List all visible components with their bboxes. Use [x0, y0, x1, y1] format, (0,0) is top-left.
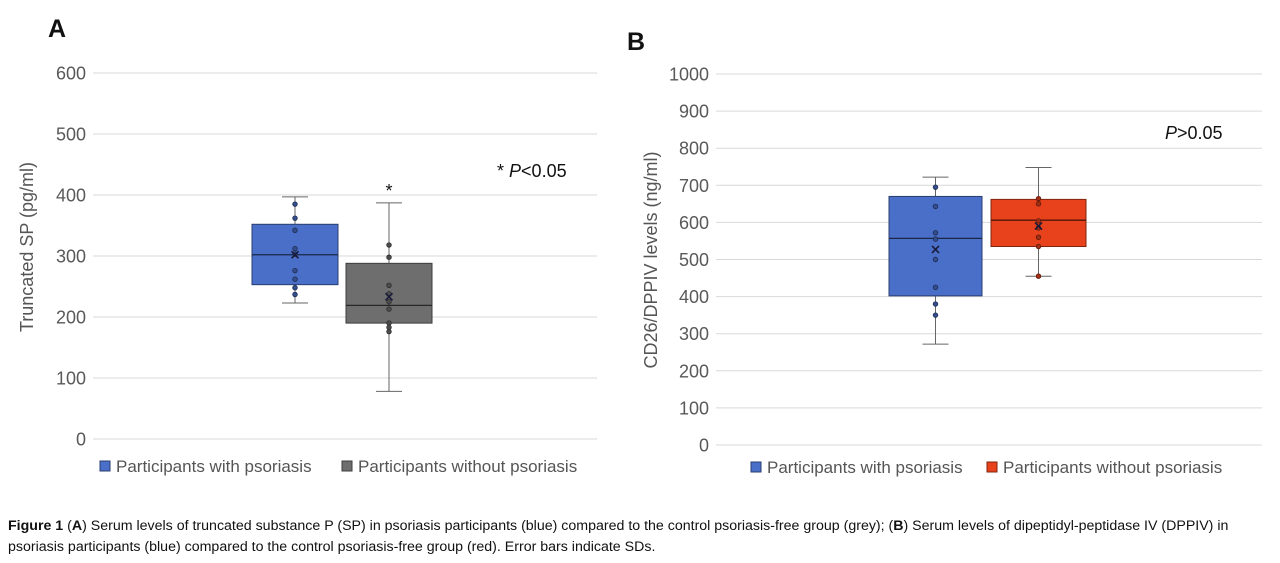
y-tick-label: 400: [56, 186, 86, 206]
y-tick-label: 1000: [669, 65, 709, 85]
y-tick-label: 0: [699, 436, 709, 456]
legend-swatch: [99, 460, 111, 472]
box: [888, 195, 983, 297]
data-point: [932, 203, 939, 210]
data-point: [1035, 243, 1042, 250]
data-point: [292, 215, 298, 221]
data-point: [1035, 195, 1042, 202]
y-tick-label: 200: [679, 361, 709, 381]
y-tick-label: 400: [679, 287, 709, 307]
y-tick-label: 100: [56, 369, 86, 389]
data-point: [386, 254, 392, 260]
mean-marker: [931, 245, 940, 254]
legend-label: Participants with psoriasis: [116, 457, 312, 476]
legend-swatch: [750, 461, 762, 473]
mean-marker: [1034, 222, 1043, 231]
data-point: [386, 282, 392, 288]
significance-star: *: [385, 181, 392, 201]
caption-figure-label: Figure 1: [8, 518, 64, 534]
y-tick-label: 600: [56, 64, 86, 84]
data-point: [292, 267, 298, 274]
data-point: [932, 184, 939, 190]
panel-a-plot: 0 100 200 300 400 500 600 *: [56, 64, 597, 450]
data-point: [932, 230, 939, 236]
y-tick-label: 800: [679, 139, 709, 159]
data-point: [386, 299, 392, 305]
data-point: [292, 227, 298, 234]
caption-text-1: (: [63, 518, 72, 534]
legend-label: Participants with psoriasis: [767, 458, 963, 477]
data-point: [386, 306, 392, 312]
data-point: [292, 201, 298, 207]
y-tick-label: 300: [679, 324, 709, 344]
y-tick-label: 100: [679, 398, 709, 418]
data-point: [1035, 234, 1042, 240]
data-point: [1035, 273, 1042, 279]
data-point: [1035, 201, 1042, 207]
panel-b-plot: 0 100 200 300 400 500 600 700 800 900 1000: [669, 65, 1262, 456]
panel-b-ylabel: CD26/DPPIV levels (ng/ml): [641, 151, 661, 368]
data-point: [386, 328, 392, 335]
y-tick-label: 0: [76, 430, 86, 450]
data-point: [932, 301, 939, 307]
data-point: [292, 285, 298, 291]
panel-b: B CD26/DPPIV levels (ng/ml) 0 100 200 300 40…: [627, 28, 1262, 477]
y-tick-label: 500: [679, 250, 709, 270]
data-point: [292, 291, 298, 298]
data-point: [932, 284, 939, 291]
panel-a-label: A: [48, 15, 66, 43]
legend-label: Participants without psoriasis: [1003, 458, 1222, 477]
y-tick-label: 700: [679, 176, 709, 196]
data-point: [292, 276, 298, 282]
legend-swatch: [341, 460, 353, 472]
mean-marker: [290, 250, 300, 259]
panel-b-label: B: [627, 28, 645, 56]
panel-b-legend: Participants with psoriasis Participants …: [750, 458, 1222, 477]
y-tick-label: 600: [679, 213, 709, 233]
caption-text-2: ) Serum levels of truncated substance P …: [82, 518, 894, 534]
panel-b-significance-note: P>0.05: [1165, 123, 1223, 143]
y-tick-label: 500: [56, 125, 86, 145]
y-tick-label: 900: [679, 102, 709, 122]
y-tick-label: 200: [56, 308, 86, 328]
legend-swatch: [986, 461, 998, 473]
figure-caption: Figure 1 (A) Serum levels of truncated s…: [8, 516, 1270, 558]
panel-a-legend: Participants with psoriasis Participants …: [99, 457, 577, 476]
data-point: [932, 312, 939, 318]
data-point: [932, 236, 939, 242]
panel-a: A Truncated SP (pg/ml) 0 100 200 300 400 500 6…: [17, 15, 597, 476]
panel-a-ylabel: Truncated SP (pg/ml): [17, 162, 37, 332]
data-point: [292, 245, 298, 252]
y-tick-label: 300: [56, 247, 86, 267]
mean-marker: [384, 292, 394, 301]
caption-text-3: ) Serum levels of dipeptidyl-peptidase I…: [8, 518, 1229, 555]
data-point: [932, 256, 939, 263]
legend-label: Participants without psoriasis: [358, 457, 577, 476]
figure: A Truncated SP (pg/ml) 0 100 200 300 400 500 6…: [17, 15, 1262, 477]
caption-panel-b-ref: B: [893, 518, 904, 534]
data-point: [1035, 218, 1042, 224]
caption-panel-a-ref: A: [71, 518, 83, 534]
data-point: [386, 242, 392, 248]
panel-a-significance-note: * P<0.05: [497, 161, 567, 181]
